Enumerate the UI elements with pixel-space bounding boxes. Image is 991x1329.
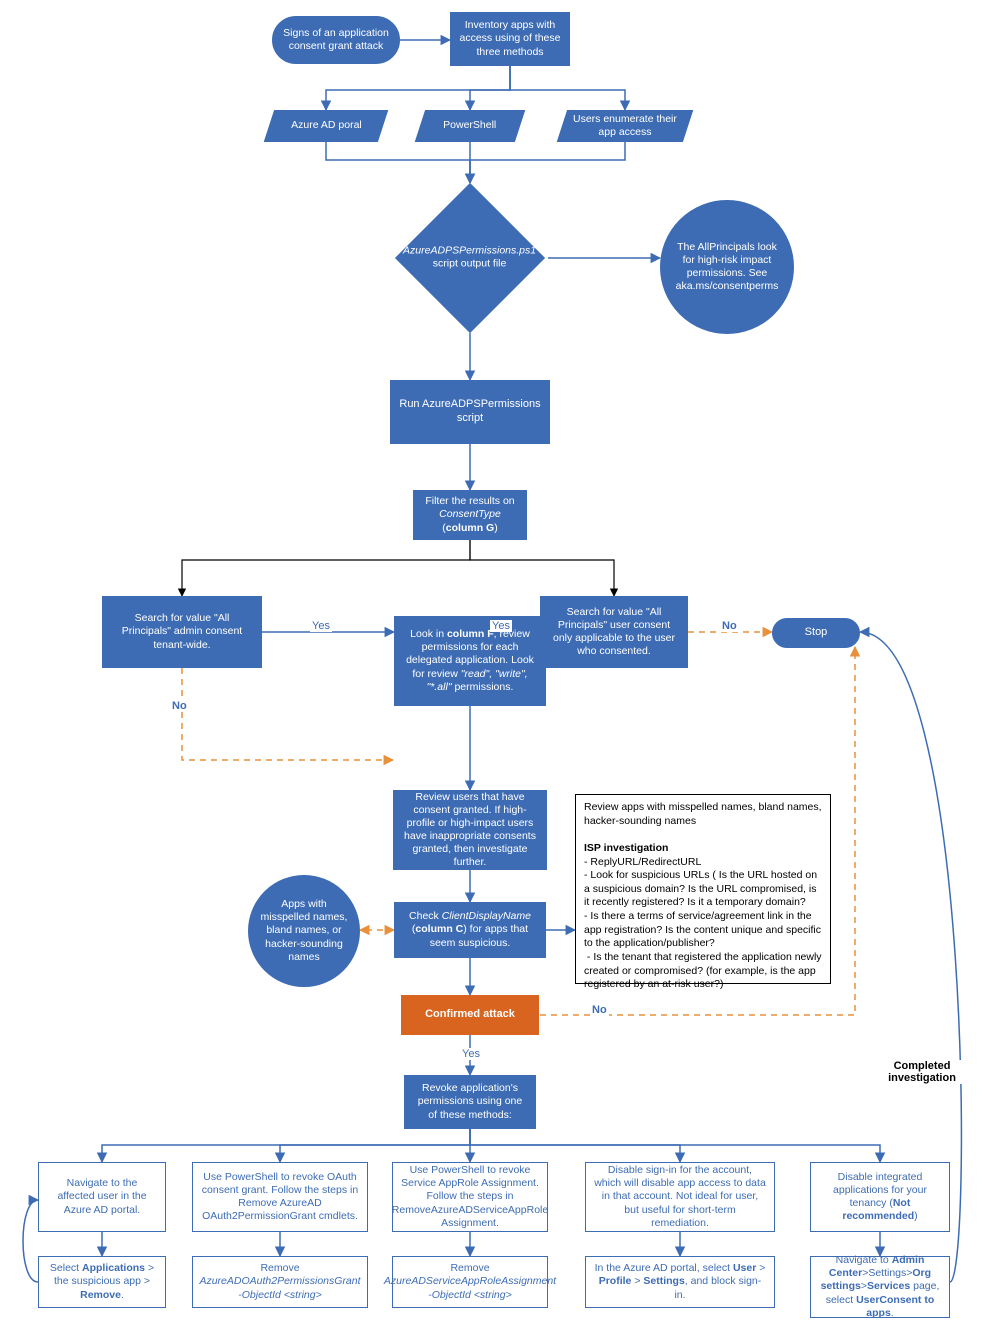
node-users-enum: Users enumerate their app access — [557, 110, 693, 142]
node-inventory: Inventory apps with access using of thes… — [450, 12, 570, 66]
node-search-admin-text: Search for value "All Principals" admin … — [111, 612, 253, 651]
m5a-text: Disable integrated applications for your… — [819, 1171, 941, 1224]
node-check-client-text: Check ClientDisplayName (column C) for a… — [403, 910, 537, 949]
flowchart-canvas: Signs of an application consent grant at… — [0, 0, 991, 1329]
node-search-admin: Search for value "All Principals" admin … — [102, 596, 262, 668]
m3a-text: Use PowerShell to revoke Service AppRole… — [392, 1164, 548, 1230]
node-m2b: Remove AzureADOAuth2PermissionsGrant -Ob… — [192, 1256, 368, 1308]
textbox-content: Review apps with misspelled names, bland… — [584, 801, 822, 990]
node-allprincipals-text: The AllPrincipals look for high-risk imp… — [671, 241, 783, 294]
m4a-text: Disable sign-in for the account, which w… — [594, 1164, 766, 1230]
node-allprincipals-circle: The AllPrincipals look for high-risk imp… — [660, 200, 794, 334]
label-no-1: No — [170, 700, 189, 712]
node-search-user: Search for value "All Principals" user c… — [540, 596, 688, 668]
node-review-users-text: Review users that have consent granted. … — [402, 791, 538, 870]
m5b-text: Navigate to Admin Center>Settings>Org se… — [819, 1254, 941, 1320]
label-completed: Completed investigation — [870, 1060, 974, 1084]
m2b-text: Remove AzureADOAuth2PermissionsGrant -Ob… — [199, 1262, 360, 1301]
label-yes-3: Yes — [460, 1048, 482, 1060]
node-signs: Signs of an application consent grant at… — [272, 16, 400, 64]
label-yes-1: Yes — [310, 620, 332, 632]
node-search-user-text: Search for value "All Principals" user c… — [549, 606, 679, 659]
node-misspelled-text: Apps with misspelled names, bland names,… — [259, 898, 349, 964]
node-m3b: Remove AzureADServiceAppRoleAssignment -… — [392, 1256, 548, 1308]
node-powershell: PowerShell — [415, 110, 525, 142]
textbox-isp-investigation: Review apps with misspelled names, bland… — [575, 794, 831, 984]
label-no-2: No — [720, 620, 739, 632]
node-revoke-text: Revoke application's permissions using o… — [413, 1082, 527, 1121]
node-m4b: In the Azure AD portal, select User > Pr… — [585, 1256, 775, 1308]
node-inventory-text: Inventory apps with access using of thes… — [459, 19, 561, 58]
m3b-text: Remove AzureADServiceAppRoleAssignment -… — [384, 1262, 556, 1301]
node-m2a: Use PowerShell to revoke OAuth consent g… — [192, 1162, 368, 1232]
node-users-enum-text: Users enumerate their app access — [571, 113, 679, 139]
node-m5b: Navigate to Admin Center>Settings>Org se… — [810, 1256, 950, 1318]
node-stop: Stop — [772, 618, 860, 648]
node-m3a: Use PowerShell to revoke Service AppRole… — [392, 1162, 548, 1232]
node-run-script-text: Run AzureADPSPermissions script — [399, 398, 541, 426]
node-look-col-f-text: Look in column F, review permissions for… — [403, 628, 537, 694]
m2a-text: Use PowerShell to revoke OAuth consent g… — [201, 1171, 359, 1224]
node-stop-text: Stop — [805, 626, 828, 640]
node-m5a: Disable integrated applications for your… — [810, 1162, 950, 1232]
node-filter-text: Filter the results on ConsentType (colum… — [422, 495, 518, 534]
node-diamond-script: AzureADPSPermissions.ps1 script output f… — [395, 183, 545, 333]
node-diamond-text: AzureADPSPermissions.ps1 script output f… — [403, 245, 536, 271]
m4b-text: In the Azure AD portal, select User > Pr… — [594, 1262, 766, 1301]
node-confirmed-attack: Confirmed attack — [401, 995, 539, 1035]
node-powershell-text: PowerShell — [443, 119, 496, 132]
label-yes-2: Yes — [490, 620, 512, 632]
node-m1a: Navigate to the affected user in the Azu… — [38, 1162, 166, 1232]
m1b-text: Select Applications > the suspicious app… — [47, 1262, 157, 1301]
m1a-text: Navigate to the affected user in the Azu… — [47, 1177, 157, 1216]
node-revoke: Revoke application's permissions using o… — [404, 1075, 536, 1129]
node-m4a: Disable sign-in for the account, which w… — [585, 1162, 775, 1232]
node-signs-text: Signs of an application consent grant at… — [281, 27, 391, 53]
node-filter-results: Filter the results on ConsentType (colum… — [413, 490, 527, 540]
label-no-3: No — [590, 1004, 609, 1016]
node-misspelled-circle: Apps with misspelled names, bland names,… — [248, 875, 360, 987]
node-look-col-f: Look in column F, review permissions for… — [394, 616, 546, 706]
node-azure-portal-text: Azure AD poral — [291, 119, 362, 132]
node-review-users: Review users that have consent granted. … — [393, 790, 547, 870]
node-run-script: Run AzureADPSPermissions script — [390, 380, 550, 444]
node-check-client: Check ClientDisplayName (column C) for a… — [394, 902, 546, 958]
node-azure-portal: Azure AD poral — [264, 110, 388, 142]
node-confirmed-text: Confirmed attack — [425, 1008, 515, 1022]
node-m1b: Select Applications > the suspicious app… — [38, 1256, 166, 1308]
